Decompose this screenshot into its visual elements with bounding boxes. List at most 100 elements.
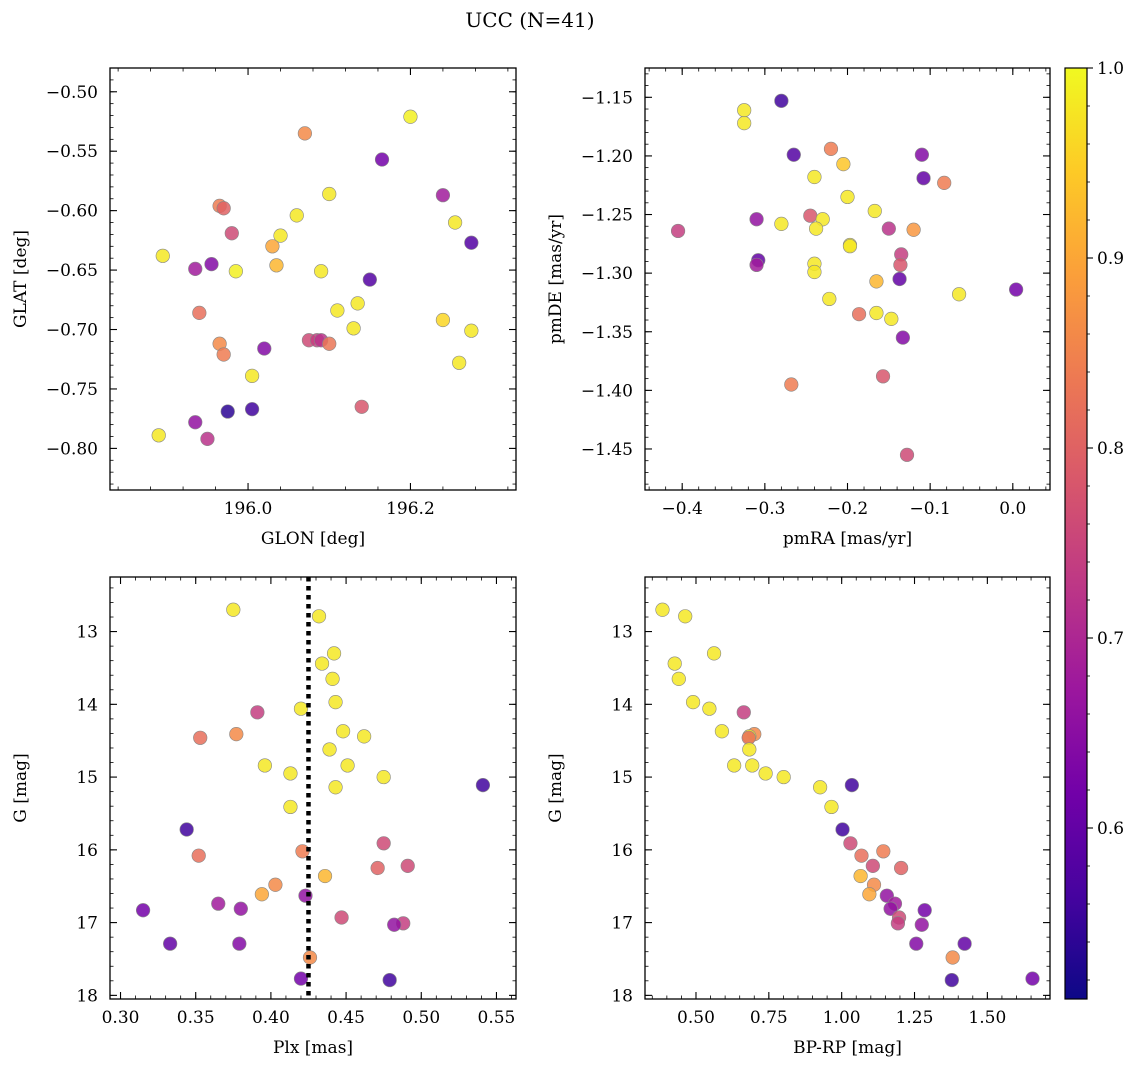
scatter-point bbox=[916, 171, 931, 186]
x-tick-label: −0.3 bbox=[744, 499, 785, 519]
scatter-point bbox=[435, 312, 451, 328]
scatter-point bbox=[191, 848, 206, 863]
points-pmra-pmde bbox=[670, 93, 1024, 462]
y-tick-label: −1.15 bbox=[581, 88, 633, 108]
scatter-point bbox=[257, 341, 272, 356]
scatter-point bbox=[257, 758, 272, 773]
scatter-point bbox=[706, 646, 722, 661]
colorbar-tick-label: 0.8 bbox=[1097, 439, 1124, 459]
colorbar-tick-label: 0.9 bbox=[1097, 249, 1124, 269]
x-tick-label: 196.0 bbox=[224, 499, 273, 519]
y-tick-label: −0.60 bbox=[46, 202, 98, 222]
y-tick-label: −1.45 bbox=[581, 440, 633, 460]
points-plx-g bbox=[135, 602, 491, 988]
scatter-point bbox=[836, 157, 851, 172]
y-tick-label: 18 bbox=[611, 986, 633, 1006]
scatter-point bbox=[335, 724, 351, 739]
y-tick-label: −0.70 bbox=[46, 321, 98, 341]
scatter-point bbox=[714, 724, 730, 739]
scatter-point bbox=[325, 671, 340, 686]
scatter-point bbox=[1025, 971, 1040, 986]
scatter-point bbox=[350, 296, 365, 311]
scatter-point bbox=[702, 701, 717, 716]
y-tick-label: 15 bbox=[611, 768, 633, 788]
scatter-point bbox=[376, 836, 391, 851]
scatter-point bbox=[340, 758, 355, 773]
scatter-point bbox=[937, 175, 952, 190]
scatter-point bbox=[370, 860, 385, 876]
scatter-point bbox=[283, 766, 298, 781]
scatter-point bbox=[297, 126, 312, 141]
y-tick-label: 14 bbox=[611, 695, 633, 715]
y-tick-label: −0.80 bbox=[46, 439, 98, 459]
scatter-point bbox=[211, 896, 226, 911]
scatter-point bbox=[844, 777, 859, 793]
scatter-point bbox=[899, 447, 915, 462]
x-axis-label: GLON [deg] bbox=[261, 529, 365, 549]
scatter-point bbox=[374, 152, 390, 167]
scatter-point bbox=[317, 868, 333, 884]
x-tick-label: −0.4 bbox=[662, 499, 703, 519]
scatter-point bbox=[737, 115, 752, 131]
scatter-point bbox=[776, 769, 791, 785]
scatter-point bbox=[842, 239, 858, 254]
scatter-point bbox=[1009, 282, 1024, 297]
x-axis-label: BP-RP [mag] bbox=[793, 1038, 902, 1058]
scatter-point bbox=[475, 777, 491, 793]
scatter-point bbox=[869, 305, 884, 321]
scatter-point bbox=[895, 330, 910, 345]
scatter-point bbox=[200, 431, 215, 446]
y-tick-label: −0.55 bbox=[46, 142, 98, 162]
scatter-point bbox=[289, 208, 304, 223]
scatter-point bbox=[893, 257, 908, 273]
scatter-point bbox=[823, 141, 839, 156]
scatter-point bbox=[193, 730, 208, 745]
scatter-point bbox=[944, 972, 959, 988]
scatter-point bbox=[311, 609, 327, 624]
scatter-point bbox=[283, 799, 298, 815]
scatter-point bbox=[884, 311, 899, 326]
scatter-point bbox=[328, 695, 343, 710]
scatter-point bbox=[192, 305, 207, 320]
scatter-point bbox=[840, 189, 855, 205]
colorbar-gradient bbox=[1064, 67, 1088, 1000]
x-tick-label: −0.2 bbox=[827, 499, 868, 519]
x-tick-label: 0.35 bbox=[177, 1008, 215, 1028]
scatter-point bbox=[245, 402, 260, 417]
scatter-point bbox=[807, 264, 822, 280]
scatter-point bbox=[862, 887, 877, 902]
plot-frame bbox=[644, 576, 1051, 1000]
scatter-point bbox=[354, 399, 369, 414]
scatter-point bbox=[914, 147, 929, 162]
scatter-point bbox=[334, 910, 349, 925]
scatter-point bbox=[229, 727, 244, 742]
y-axis-label: pmDE [mas/yr] bbox=[546, 214, 566, 344]
x-axis-label: pmRA [mas/yr] bbox=[783, 529, 912, 549]
scatter-point bbox=[667, 656, 682, 671]
scatter-point bbox=[784, 377, 799, 392]
scatter-point bbox=[322, 742, 337, 757]
y-tick-label: −1.25 bbox=[581, 206, 633, 226]
scatter-point bbox=[155, 248, 170, 263]
scatter-point bbox=[232, 936, 247, 951]
scatter-point bbox=[808, 221, 824, 236]
panel-pmra-pmde: −0.4 −0.3 −0.2 −0.1 0.0 −1.15 −1.20 −1.25 −1.30 −… bbox=[546, 67, 1051, 549]
scatter-point bbox=[945, 950, 960, 965]
scatter-point bbox=[382, 972, 397, 988]
y-tick-label: 18 bbox=[76, 986, 98, 1006]
scatter-point bbox=[254, 887, 269, 902]
scatter-point bbox=[250, 705, 265, 720]
scatter-point bbox=[892, 271, 907, 287]
x-tick-label: 0.30 bbox=[102, 1008, 140, 1028]
plot-frame bbox=[109, 576, 517, 1000]
scatter-point bbox=[245, 368, 260, 383]
scatter-point bbox=[655, 602, 670, 617]
scatter-point bbox=[226, 602, 241, 617]
scatter-point bbox=[163, 936, 178, 951]
x-tick-label: 0.75 bbox=[750, 1008, 788, 1028]
y-axis-label: G [mag] bbox=[546, 753, 566, 822]
y-tick-label: −1.40 bbox=[581, 381, 633, 401]
scatter-point bbox=[906, 222, 921, 237]
y-tick-label: 17 bbox=[611, 914, 633, 934]
scatter-point bbox=[853, 868, 868, 884]
